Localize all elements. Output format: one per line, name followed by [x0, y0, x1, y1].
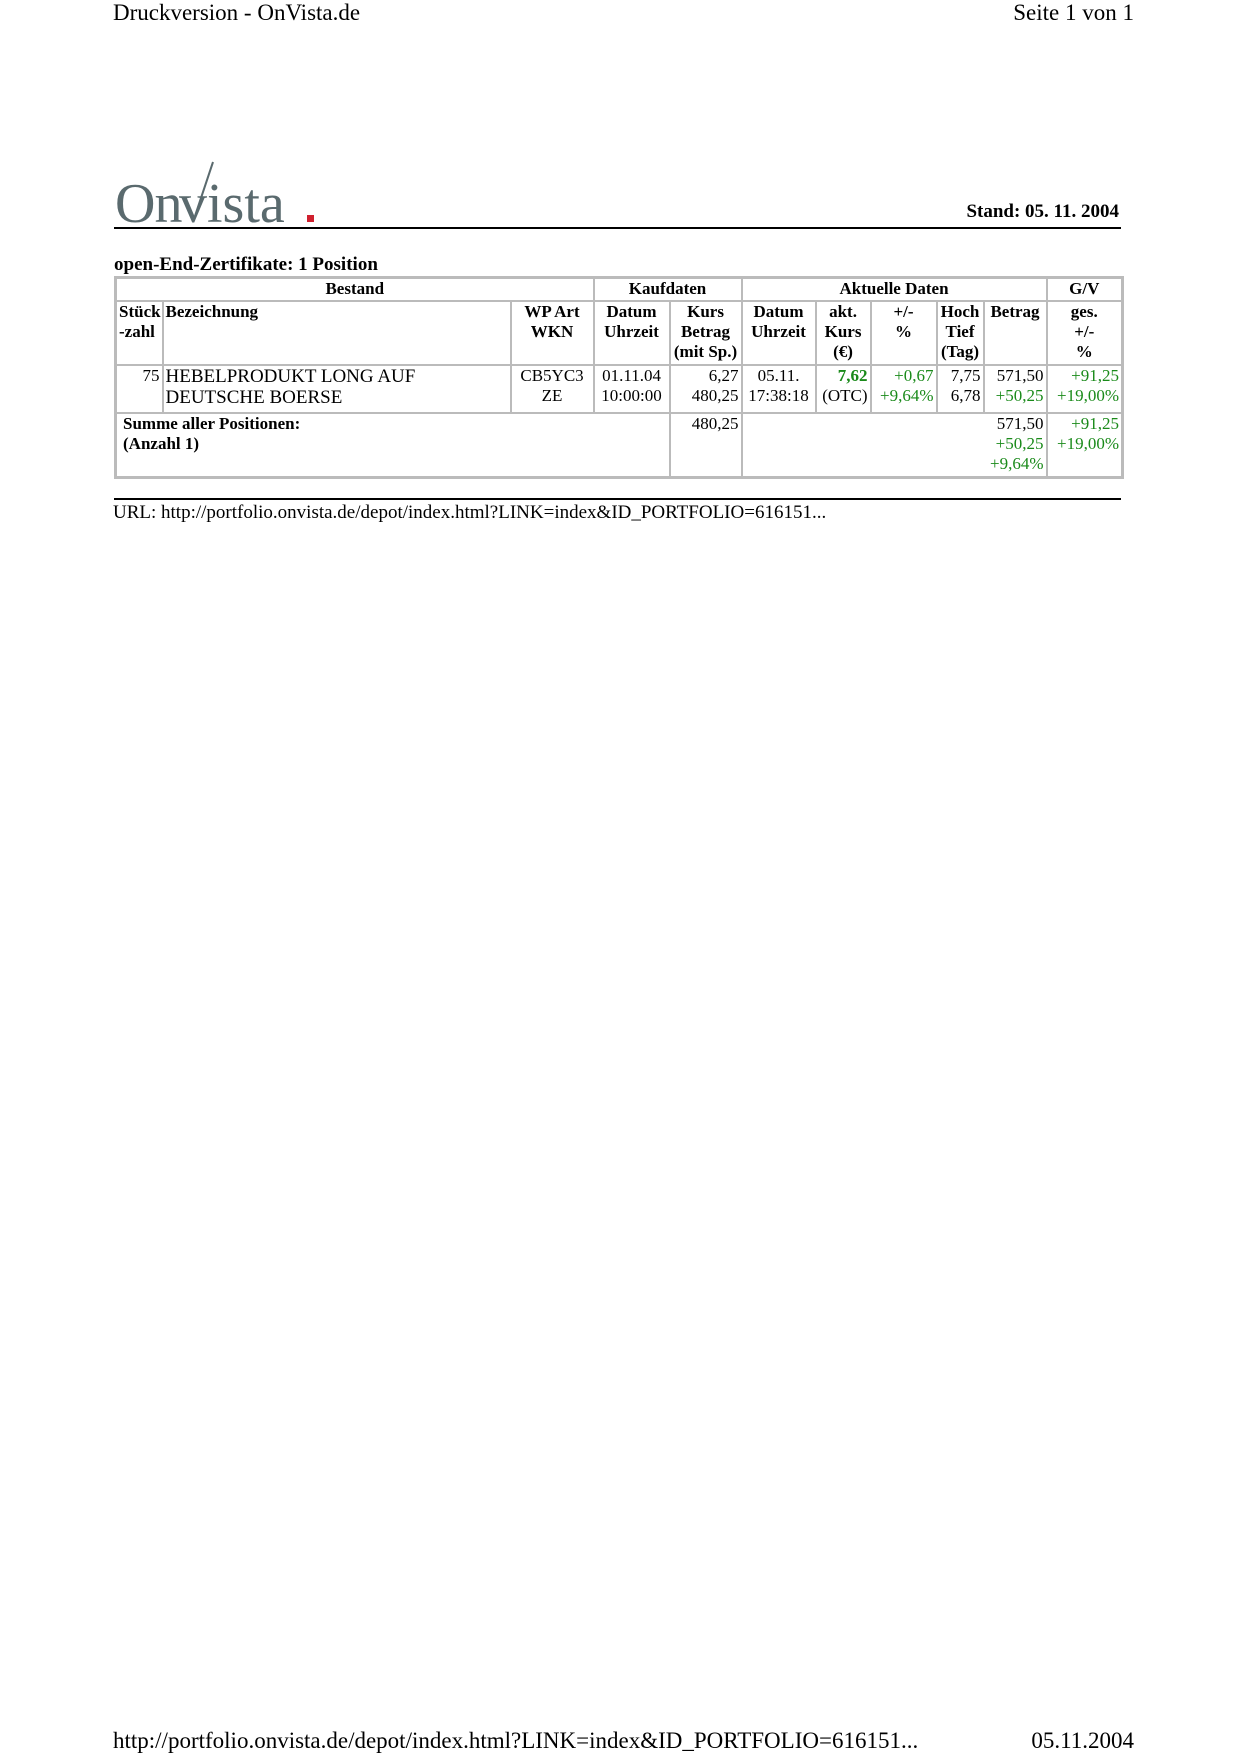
col-kauf-kurs: Kurs Betrag (mit Sp.)	[668, 299, 743, 366]
summary-gv: +91,25 +19,00%	[1045, 411, 1124, 479]
summary-kauf: 480,25	[668, 411, 743, 479]
page-url: URL: http://portfolio.onvista.de/depot/i…	[113, 502, 827, 523]
column-header-row: Stück -zahl Bezeichnung WP Art WKN Datum Uh…	[114, 299, 1124, 366]
col-kauf-datum: Datum Uhrzeit	[592, 299, 671, 366]
col-betrag: Betrag	[982, 299, 1048, 366]
summary-label: Summe aller Positionen: (Anzahl 1)	[114, 411, 671, 479]
cell-kauf-kurs: 6,27 480,25	[668, 363, 743, 414]
print-header-title: Druckversion - OnVista.de	[113, 0, 361, 25]
cell-akt-kurs: 7,62 (OTC)	[814, 363, 872, 414]
table-row: 75 HEBELPRODUKT LONG AUF DEUTSCHE BOERSE …	[114, 363, 1124, 414]
col-bezeichnung: Bezeichnung	[161, 299, 512, 366]
divider	[114, 498, 1121, 500]
summary-betrag: 571,50 +50,25 +9,64%	[740, 411, 1048, 479]
col-stueckzahl: Stück -zahl	[114, 299, 164, 366]
onvista-logo: On vista	[115, 161, 314, 228]
cell-gv: +91,25 +19,00%	[1045, 363, 1124, 414]
group-kaufdaten: Kaufdaten	[592, 276, 743, 302]
svg-text:vista: vista	[179, 173, 285, 228]
stand-date: Stand: 05. 11. 2004	[966, 201, 1119, 222]
cell-wp-wkn: CB5YC3 ZE	[509, 363, 595, 414]
col-akt-pm: +/-%	[869, 299, 938, 366]
summary-row: Summe aller Positionen: (Anzahl 1) 480,25…	[114, 411, 1124, 479]
col-hoch-tief: Hoch Tief (Tag)	[935, 299, 985, 366]
group-header-row: Bestand Kaufdaten Aktuelle Daten G/V	[114, 276, 1124, 302]
footer-url: http://portfolio.onvista.de/depot/index.…	[113, 1728, 919, 1753]
group-gv: G/V	[1045, 276, 1124, 302]
col-akt-datum: Datum Uhrzeit	[740, 299, 817, 366]
cell-bezeichnung[interactable]: HEBELPRODUKT LONG AUF DEUTSCHE BOERSE	[161, 363, 512, 414]
col-akt-kurs: akt. Kurs (€)	[814, 299, 872, 366]
cell-betrag: 571,50 +50,25	[982, 363, 1048, 414]
cell-kauf-datum: 01.11.04 10:00:00	[592, 363, 671, 414]
cell-stueck: 75	[114, 363, 164, 414]
divider	[114, 227, 1121, 229]
group-bestand: Bestand	[114, 276, 595, 302]
group-aktuelle-daten: Aktuelle Daten	[740, 276, 1048, 302]
section-title: open-End-Zertifikate: 1 Position	[114, 254, 378, 275]
col-gv: ges. +/-%	[1045, 299, 1124, 366]
cell-hoch-tief: 7,75 6,78	[935, 363, 985, 414]
footer-date: 05.11.2004	[1031, 1728, 1134, 1753]
page-number: Seite 1 von 1	[1013, 0, 1134, 25]
col-wp-wkn: WP Art WKN	[509, 299, 595, 366]
portfolio-table: Bestand Kaufdaten Aktuelle Daten G/V Stü…	[114, 276, 1125, 479]
svg-text:On: On	[115, 173, 182, 228]
cell-akt-datum: 05.11. 17:38:18	[740, 363, 817, 414]
cell-akt-pm: +0,67 +9,64%	[869, 363, 938, 414]
